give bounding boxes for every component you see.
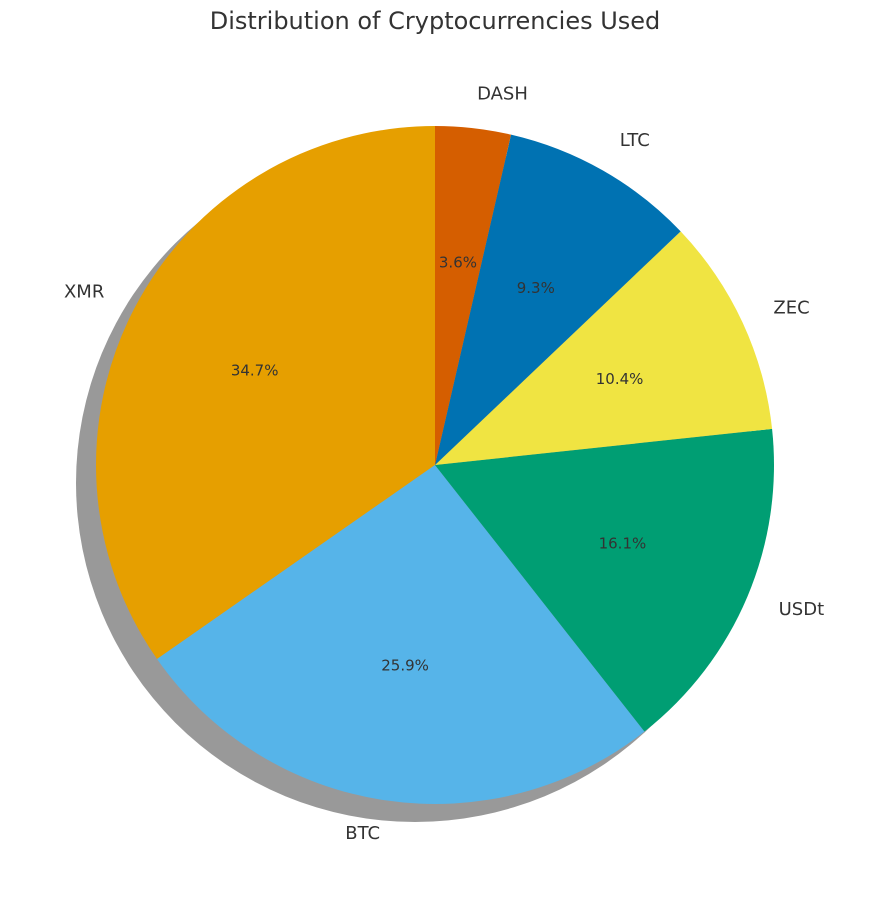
pie-slice — [157, 465, 645, 804]
slice-label: BTC — [345, 823, 380, 844]
chart-title: Distribution of Cryptocurrencies Used — [210, 7, 661, 35]
pie-slice — [435, 126, 512, 465]
pie-slice — [435, 231, 773, 465]
slice-label: XMR — [64, 282, 104, 303]
percent-label: 10.4% — [596, 370, 644, 388]
percent-label: 25.9% — [381, 657, 429, 675]
slice-label: USDt — [779, 599, 825, 620]
pie-slice — [435, 134, 681, 466]
percent-label: 16.1% — [599, 535, 647, 553]
percent-label: 34.7% — [231, 361, 279, 379]
pie-slice — [435, 428, 775, 732]
pie-slice — [95, 126, 435, 660]
slice-label: DASH — [477, 83, 528, 104]
slice-label: LTC — [620, 130, 650, 151]
slice-label: ZEC — [773, 297, 809, 318]
percent-label: 9.3% — [517, 279, 555, 297]
percent-label: 3.6% — [439, 253, 477, 271]
